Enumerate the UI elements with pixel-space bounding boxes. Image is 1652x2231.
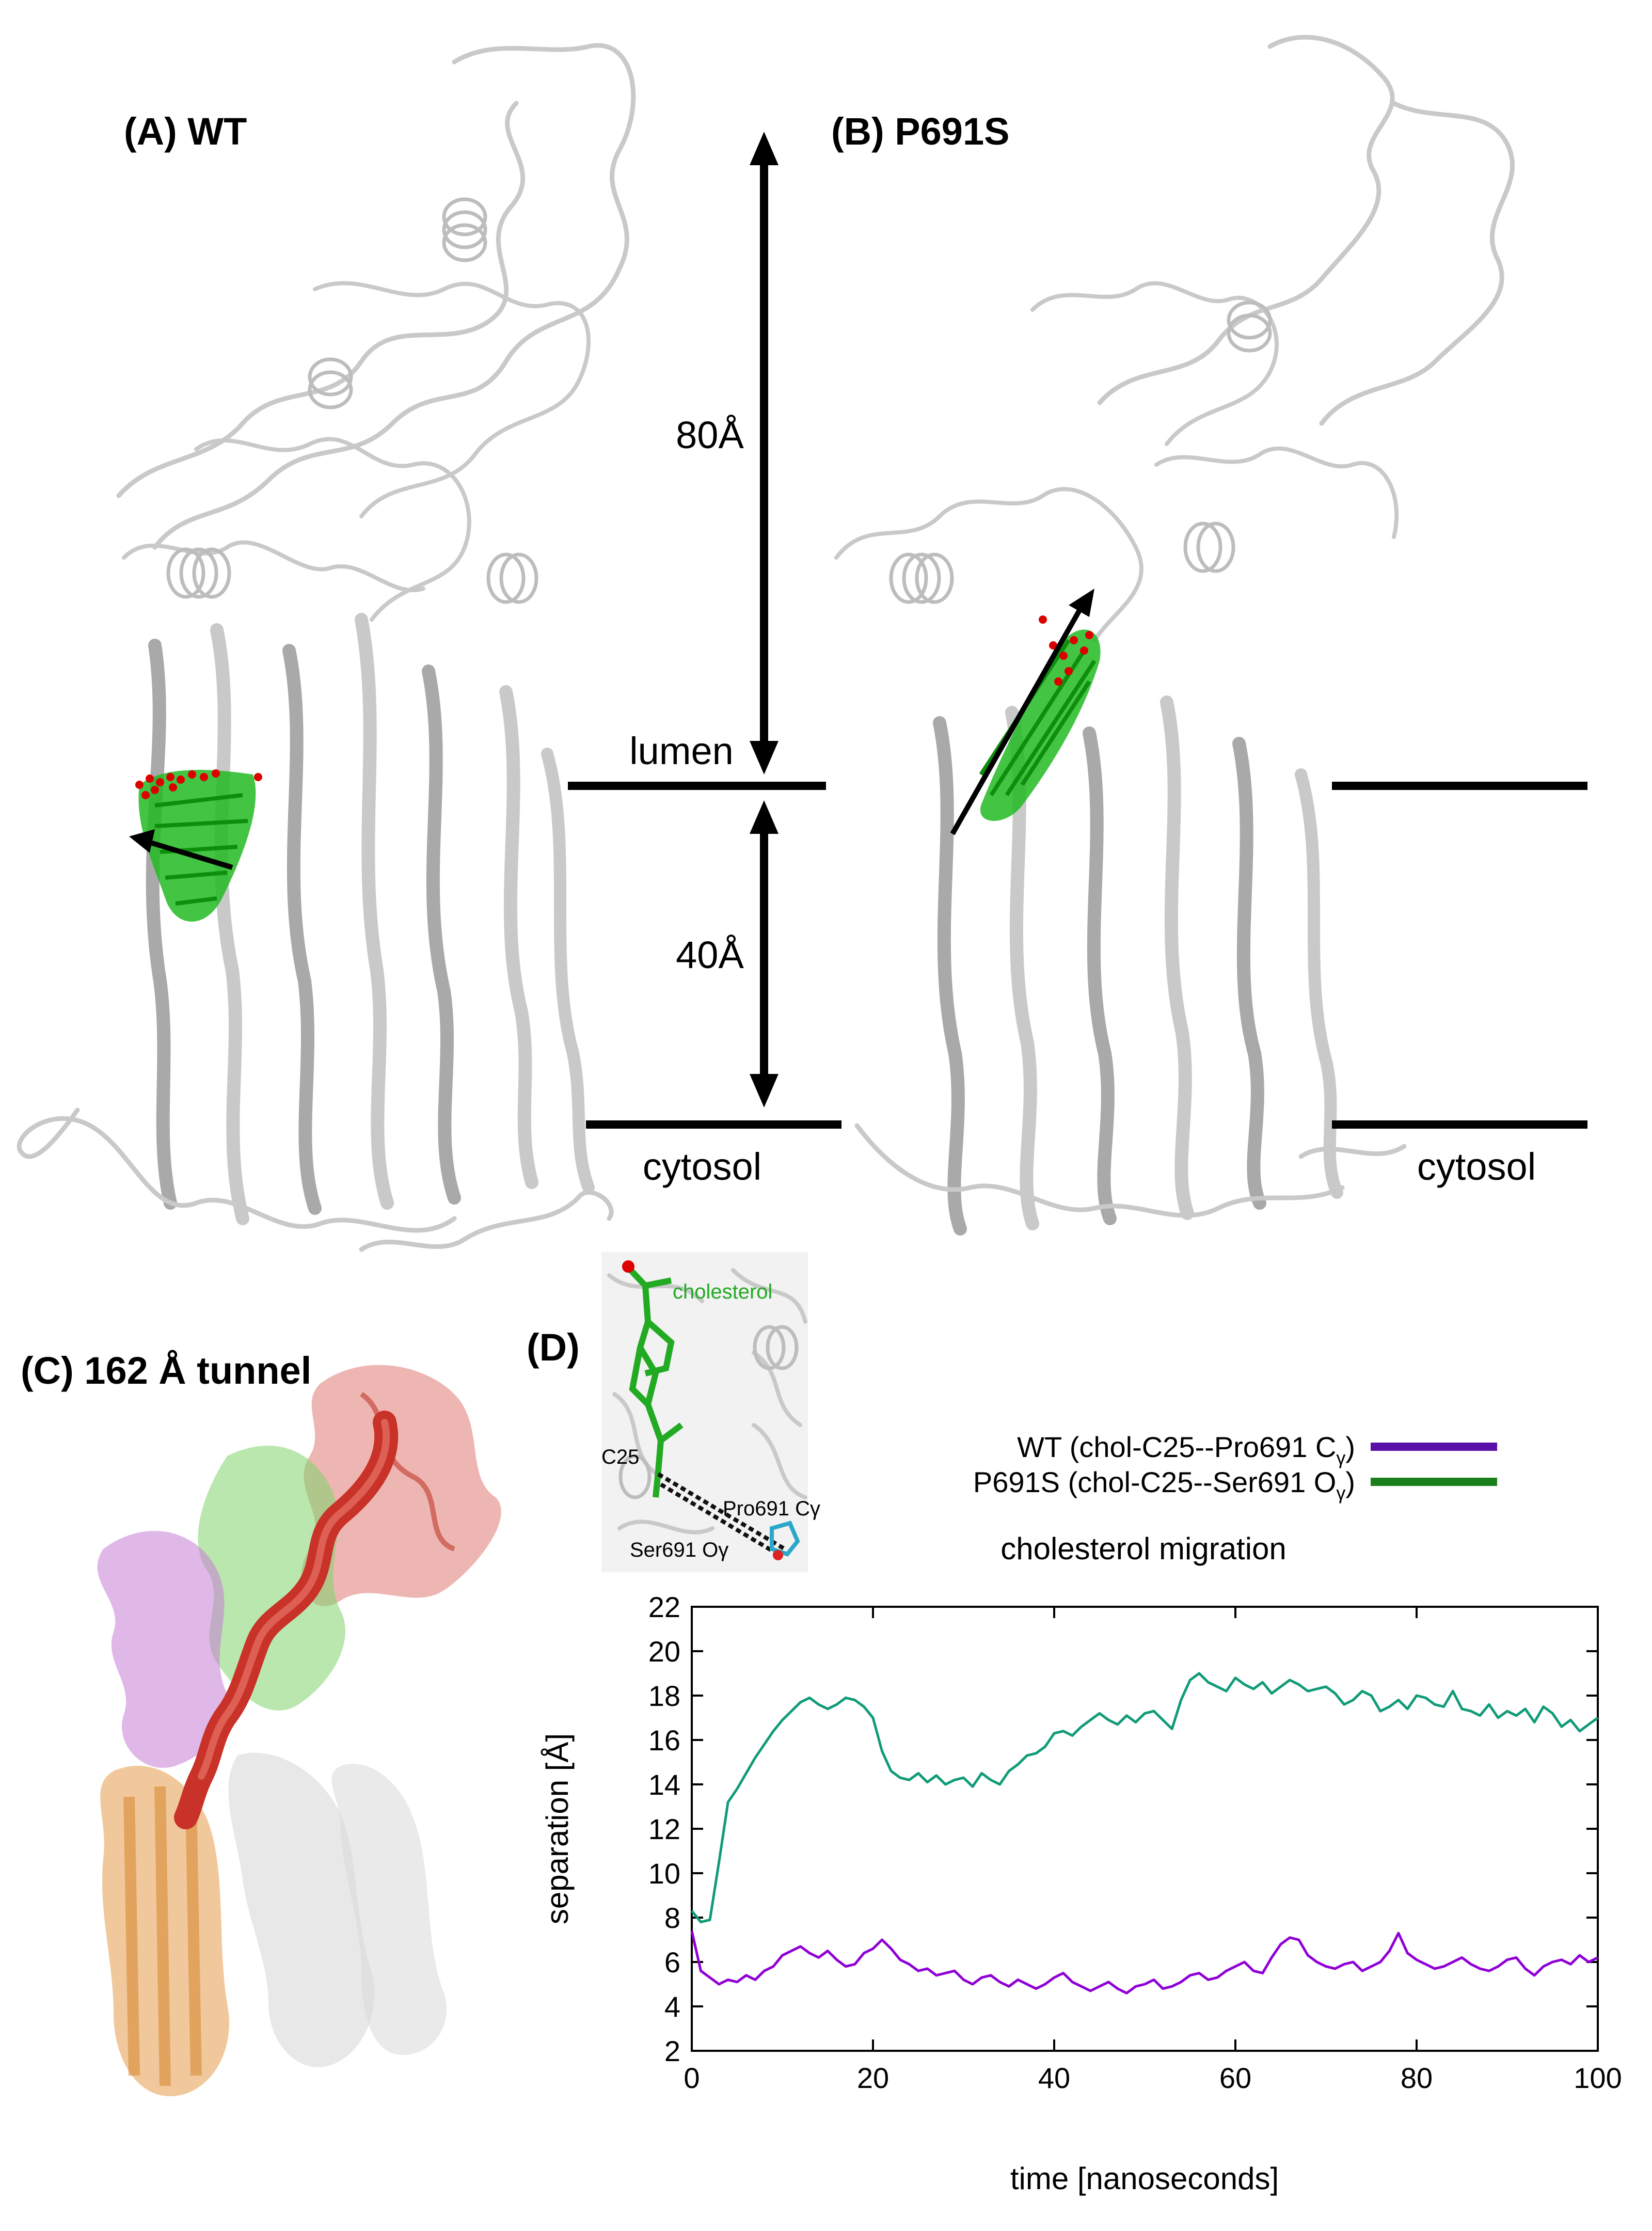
x-tick-label: 20 xyxy=(857,2062,889,2094)
protein-b-cartoon xyxy=(834,35,1515,1236)
inset-ser-label: Ser691 Oγ xyxy=(630,1539,728,1561)
x-tick-label: 60 xyxy=(1219,2062,1251,2094)
panel-b-label: (B) P691S xyxy=(831,110,1009,153)
distance-line-pro xyxy=(657,1472,786,1551)
series-line-p691s xyxy=(691,1672,1599,1924)
x-tick-label: 100 xyxy=(1574,2062,1622,2094)
y-tick-label: 12 xyxy=(648,1813,680,1845)
distance-line-ser xyxy=(659,1482,784,1559)
panel-b: (B) P691S xyxy=(831,35,1515,1236)
cholesterol-molecule xyxy=(626,1265,684,1498)
panel-c-label: (C) 162 Å tunnel xyxy=(21,1349,311,1392)
label-lumen: lumen xyxy=(629,730,734,772)
y-tick-label: 4 xyxy=(664,1990,680,2023)
chart-title: cholesterol migration xyxy=(1000,1531,1286,1566)
label-cytosol-left: cytosol xyxy=(643,1145,761,1188)
y-tick-label: 16 xyxy=(648,1724,680,1757)
label-cytosol-right: cytosol xyxy=(1417,1145,1536,1188)
membrane-annotations: 80Å 40Å lumen cytosol cytosol xyxy=(568,132,1587,1188)
panel-d: (D) cholesterol C25 Pro691 Cγ Ser691 Oγ … xyxy=(527,1252,1622,2196)
cholesterol-cluster-b xyxy=(979,615,1101,821)
y-tick-label: 2 xyxy=(664,2035,680,2067)
tunnel-structure xyxy=(97,1365,501,2096)
y-tick-label: 10 xyxy=(648,1857,680,1890)
proline-ring xyxy=(770,1521,800,1557)
y-tick-label: 8 xyxy=(664,1902,680,1934)
migration-arrow-a xyxy=(129,829,233,870)
x-tick-label: 0 xyxy=(684,2062,700,2094)
protein-a-cartoon xyxy=(17,43,636,1252)
migration-arrow-b xyxy=(950,589,1094,835)
legend-label-wt: WT (chol-C25--Pro691 Cγ) xyxy=(1017,1431,1355,1468)
inset-c25-label: C25 xyxy=(601,1446,639,1468)
legend-label-p691s: P691S (chol-C25--Ser691 Oγ) xyxy=(973,1466,1355,1504)
arrow-40 xyxy=(750,800,779,1107)
y-tick-label: 20 xyxy=(648,1635,680,1668)
panel-c: (C) 162 Å tunnel xyxy=(21,1349,501,2096)
x-axis-title: time [nanoseconds] xyxy=(1010,2161,1279,2196)
x-tick-label: 40 xyxy=(1038,2062,1070,2094)
plot-series xyxy=(690,1672,1599,1995)
legend-entry-wt: WT (chol-C25--Pro691 Cγ) xyxy=(1017,1431,1497,1468)
y-tick-label: 18 xyxy=(648,1680,680,1712)
hydroxyl-oxygen xyxy=(622,1260,634,1273)
panel-a: (A) WT xyxy=(17,43,636,1252)
series-line-wt xyxy=(690,1931,1599,1995)
y-tick-label: 6 xyxy=(664,1946,680,1979)
x-tick-label: 80 xyxy=(1401,2062,1433,2094)
panel-a-label: (A) WT xyxy=(124,110,247,153)
y-axis: 2 4 6 8 10 12 14 16 18 20 22 xyxy=(648,1591,1598,2067)
chart-legend: WT (chol-C25--Pro691 Cγ) P691S (chol-C25… xyxy=(973,1431,1497,1504)
label-40-angstrom: 40Å xyxy=(676,933,744,976)
arrow-80 xyxy=(750,132,779,774)
cholesterol-cluster-a xyxy=(135,769,262,922)
inset-structure: cholesterol C25 Pro691 Cγ Ser691 Oγ xyxy=(601,1252,820,1572)
inset-pro-label: Pro691 Cγ xyxy=(723,1497,820,1520)
inset-cholesterol-label: cholesterol xyxy=(673,1280,772,1303)
panel-d-label: (D) xyxy=(527,1326,580,1369)
tm-helices-b xyxy=(854,695,1407,1236)
legend-entry-p691s: P691S (chol-C25--Ser691 Oγ) xyxy=(973,1466,1497,1504)
y-axis-title: separation [Å] xyxy=(540,1733,575,1924)
label-80-angstrom: 80Å xyxy=(676,414,744,456)
line-chart: 2 4 6 8 10 12 14 16 18 20 22 0 20 40 60 80 100 time [na… xyxy=(540,1591,1622,2196)
tm-helices-a xyxy=(17,613,614,1252)
x-axis: 0 20 40 60 80 100 xyxy=(684,1607,1622,2094)
serine-oxygen xyxy=(773,1550,783,1560)
y-tick-label: 14 xyxy=(648,1768,680,1801)
y-tick-label: 22 xyxy=(648,1591,680,1623)
